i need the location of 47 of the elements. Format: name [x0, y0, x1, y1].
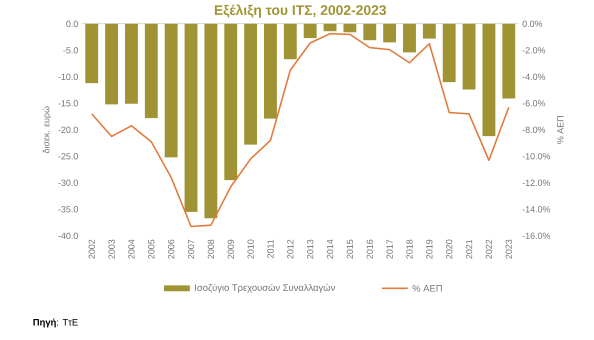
y2-tick-label: -8.0% [522, 126, 546, 134]
x-tick-label: 2013 [307, 240, 314, 259]
x-tick-label: 2022 [486, 240, 492, 259]
y-tick-label: -10.0 [58, 74, 78, 80]
y2-tick-label: -16.0% [522, 232, 550, 240]
x-tick-label: 2017 [386, 240, 393, 259]
chart-title: Εξέλιξη του ΙΤΣ, 2002-2023 [214, 4, 386, 18]
x-tick-label: 2015 [346, 240, 354, 259]
y2-tick-label: -2.0% [522, 47, 546, 54]
x-tick-label: 2003 [108, 240, 115, 259]
x-tick-label: 2006 [168, 240, 174, 259]
y2-tick-label: -6.0% [522, 100, 546, 107]
y-tick-label: -35.0 [58, 206, 78, 213]
x-tick-label: 2016 [366, 240, 373, 259]
x-tick-label: 2014 [326, 240, 334, 259]
x-tick-label: 2002 [88, 240, 95, 259]
y2-tick-label: -12.0% [522, 180, 550, 186]
text: Πηγή: ΤτΕ [33, 318, 78, 328]
y-tick-label: -25.0 [58, 153, 78, 160]
x-tick-label: 2011 [267, 240, 274, 258]
y-tick-label: -15.0 [58, 100, 78, 107]
y-tick-label: -40.0 [58, 232, 78, 240]
x-tick-label: 2005 [148, 240, 154, 259]
y-tick-label: -20.0 [58, 126, 78, 134]
x-tick-label: 2004 [128, 240, 135, 259]
y2-tick-label: 0.0% [522, 20, 542, 28]
x-tick-label: 2012 [287, 240, 294, 259]
x-tick-label: 2019 [426, 240, 432, 259]
line-series [90, 33, 510, 228]
x-tick-label: 2023 [506, 240, 512, 259]
y-tick-label: -5.0 [63, 47, 78, 54]
legend-label: Ισοζύγιο Τρεχουσών Συναλλαγών [195, 284, 335, 293]
x-tick-label: 2009 [228, 240, 234, 259]
y2-tick-label: -4.0% [522, 74, 546, 80]
x-tick-label: 2020 [446, 240, 452, 259]
x-tick-label: 2018 [406, 240, 413, 259]
x-tick-label: 2010 [247, 240, 254, 259]
x-tick-label: 2021 [466, 240, 472, 259]
legend-label: % ΑΕΠ [412, 285, 442, 292]
x-tick-label: 2008 [208, 240, 214, 259]
x-tick-label: 2007 [188, 240, 194, 259]
y-tick-label: 0.0 [66, 20, 78, 28]
y-tick-label: -30.0 [58, 180, 78, 186]
y-axis-title: δισεκ. ευρώ [42, 106, 52, 154]
y2-tick-label: -10.0% [522, 153, 550, 160]
y2-axis-title: % ΑΕΠ [557, 116, 564, 144]
y2-tick-label: -14.0% [522, 206, 550, 213]
